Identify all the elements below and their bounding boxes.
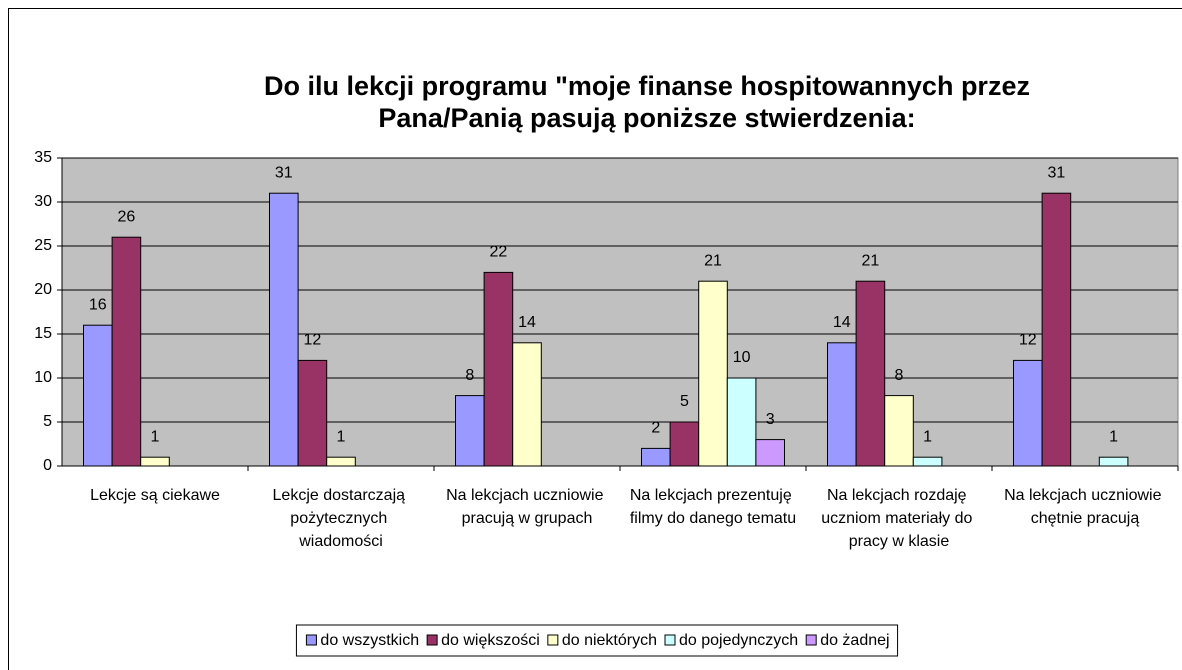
value-label: 14 [518,314,536,331]
y-tick-label: 30 [34,193,52,210]
chart-title: Pana/Panią pasują poniższe stwierdzenia: [378,103,915,133]
value-label: 31 [1048,164,1066,181]
y-tick-label: 25 [34,237,52,254]
legend-swatch [547,634,559,646]
y-tick-label: 15 [34,325,52,342]
bar [483,271,514,467]
bar [855,280,886,467]
y-tick-label: 5 [43,413,52,430]
bar [912,456,943,467]
bar [698,280,728,467]
value-label: 1 [923,428,932,445]
legend-swatch [305,634,317,646]
x-tick-label: Na lekcjach prezentuję filmy do danego t… [630,487,796,527]
bar [1098,456,1129,467]
x-tick-label: Na lekcjach uczniowie pracują w grupach [446,487,608,527]
bar [512,342,542,467]
value-label: 16 [89,296,107,313]
x-tick-label: Lekcje dostarczają pożytecznych wiadomoś… [273,487,410,550]
bar [641,447,671,467]
value-label: 3 [766,411,775,428]
bar [326,456,356,467]
legend-swatch [664,634,676,646]
value-label: 22 [490,244,508,261]
value-label: 1 [151,428,160,445]
value-label: 10 [733,349,751,366]
x-tick-label: Na lekcjach uczniowie chętnie pracują [1004,487,1166,527]
legend-label: do niektórych [562,632,657,649]
y-tick-label: 0 [43,457,52,474]
x-tick-label: Na lekcjach rozdaję uczniom materiały do… [821,487,977,550]
value-label: 26 [118,208,136,225]
value-label: 1 [337,428,346,445]
value-label: 12 [1019,332,1037,349]
bar [1013,359,1043,467]
bar [111,236,142,467]
value-label: 8 [895,367,904,384]
y-tick-label: 20 [34,281,52,298]
bar [83,324,113,467]
legend-label: do pojedynczych [679,632,798,649]
plot-area [61,157,1179,467]
bar [455,395,485,467]
bar [297,359,328,467]
bar [755,439,786,467]
legend-swatch [805,634,817,646]
value-label: 21 [704,252,722,269]
y-tick-label: 35 [34,149,52,166]
bar [669,421,700,467]
legend-swatch [426,634,438,646]
bar [827,342,857,467]
y-tick-label: 10 [34,369,52,386]
legend-label: do większości [441,632,540,649]
legend [295,624,899,657]
legend-label: do żadnej [820,632,889,649]
value-label: 12 [304,332,322,349]
bar [140,456,170,467]
value-label: 31 [275,164,293,181]
bar [269,192,299,467]
value-label: 8 [465,367,474,384]
value-label: 2 [651,420,660,437]
legend-label: do wszystkich [320,632,419,649]
bar [1041,192,1072,467]
bar [884,395,914,467]
x-tick-label: Lekcje są ciekawe [90,487,220,504]
value-label: 5 [680,393,689,410]
chart-title: Do ilu lekcji programu "moje finanse hos… [264,71,1030,101]
value-label: 21 [862,252,880,269]
value-label: 14 [833,314,851,331]
value-label: 1 [1109,428,1118,445]
bar [726,377,757,467]
